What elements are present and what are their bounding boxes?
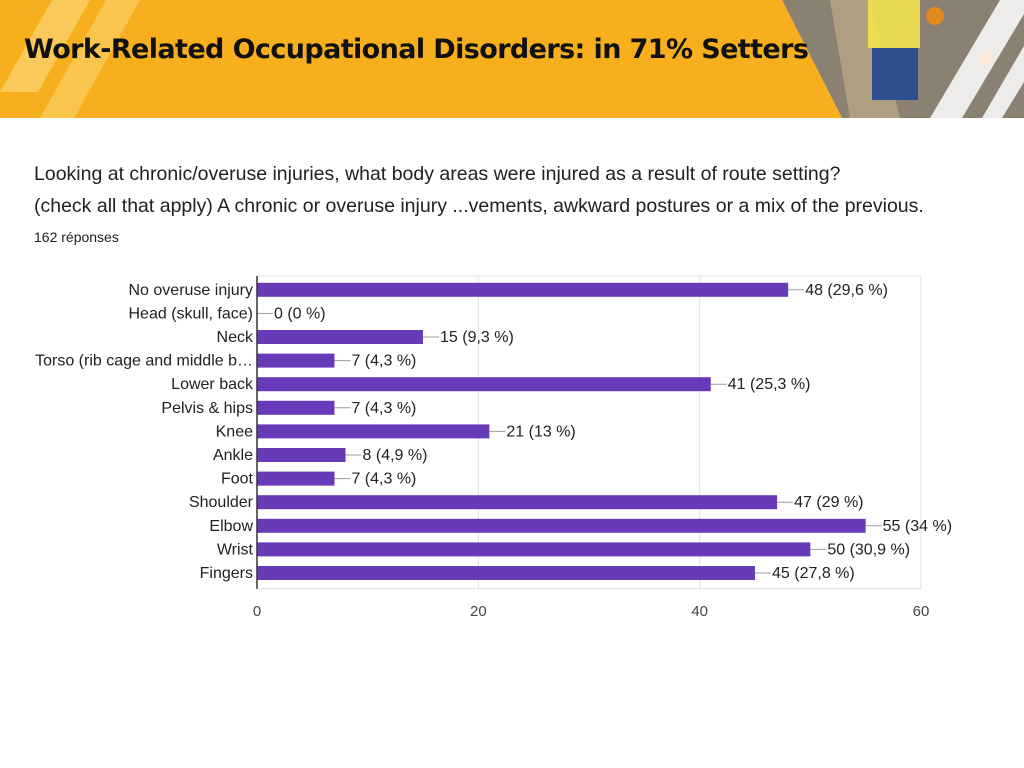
title-banner: Work-Related Occupational Disorders: in … <box>0 0 1024 118</box>
data-label: 45 (27,8 %) <box>772 565 855 582</box>
data-label: 8 (4,9 %) <box>363 447 428 464</box>
bar-chart: No overuse injury 48 (29,6 %) Head (skull,… <box>35 275 952 620</box>
category-label: Neck <box>217 329 254 346</box>
question-line-1: Looking at chronic/overuse injuries, wha… <box>34 163 841 185</box>
bar <box>257 353 335 368</box>
data-label: 7 (4,3 %) <box>351 400 416 417</box>
category-label: Ankle <box>213 447 253 464</box>
bar <box>257 400 335 415</box>
category-label: Head (skull, face) <box>129 305 254 322</box>
category-label: Wrist <box>217 541 254 558</box>
bar <box>257 377 711 392</box>
data-label: 21 (13 %) <box>506 423 575 440</box>
category-label: Fingers <box>200 565 253 582</box>
data-label: 41 (25,3 %) <box>728 376 811 393</box>
response-count: 162 réponses <box>34 229 119 245</box>
form-question: Looking at chronic/overuse injuries, wha… <box>34 158 1004 222</box>
banner-stripe <box>40 0 140 118</box>
bar <box>257 518 866 533</box>
data-label: 15 (9,3 %) <box>440 329 514 346</box>
data-label: 48 (29,6 %) <box>805 282 888 299</box>
category-label: Foot <box>221 471 254 488</box>
category-label: Pelvis & hips <box>161 400 253 417</box>
data-label: 47 (29 %) <box>794 494 863 511</box>
data-label: 55 (34 %) <box>883 518 952 535</box>
banner-background <box>0 0 1024 118</box>
x-tick-label: 20 <box>470 603 487 620</box>
slide-title: Work-Related Occupational Disorders: in … <box>24 34 809 65</box>
bar <box>257 471 335 486</box>
category-label: Shoulder <box>189 494 254 511</box>
category-label: No overuse injury <box>129 282 254 299</box>
banner-yellow-panel <box>0 0 842 118</box>
climber-photo-detail <box>872 48 918 100</box>
banner-stripe <box>0 0 90 92</box>
x-tick-label: 60 <box>913 603 930 620</box>
question-line-2: (check all that apply) A chronic or over… <box>34 195 924 217</box>
banner-stripe-white <box>982 46 1024 118</box>
data-label: 7 (4,3 %) <box>351 471 416 488</box>
bar <box>257 282 789 297</box>
bar <box>257 542 811 557</box>
category-label: Knee <box>216 423 253 440</box>
bar <box>257 424 490 439</box>
climber-photo-detail <box>926 7 944 25</box>
bar <box>257 566 755 580</box>
banner-stripe-white <box>930 0 1024 118</box>
climber-photo-detail <box>868 0 920 48</box>
data-label: 7 (4,3 %) <box>351 353 416 370</box>
category-label: Torso (rib cage and middle b… <box>35 353 253 370</box>
bar <box>257 495 778 510</box>
x-tick-label: 0 <box>253 603 261 620</box>
category-label: Elbow <box>209 518 253 535</box>
data-label: 0 (0 %) <box>274 305 326 322</box>
x-tick-label: 40 <box>691 603 708 620</box>
category-label: Lower back <box>171 376 254 393</box>
bar <box>257 448 346 462</box>
bar <box>257 330 423 344</box>
data-label: 50 (30,9 %) <box>827 541 910 558</box>
